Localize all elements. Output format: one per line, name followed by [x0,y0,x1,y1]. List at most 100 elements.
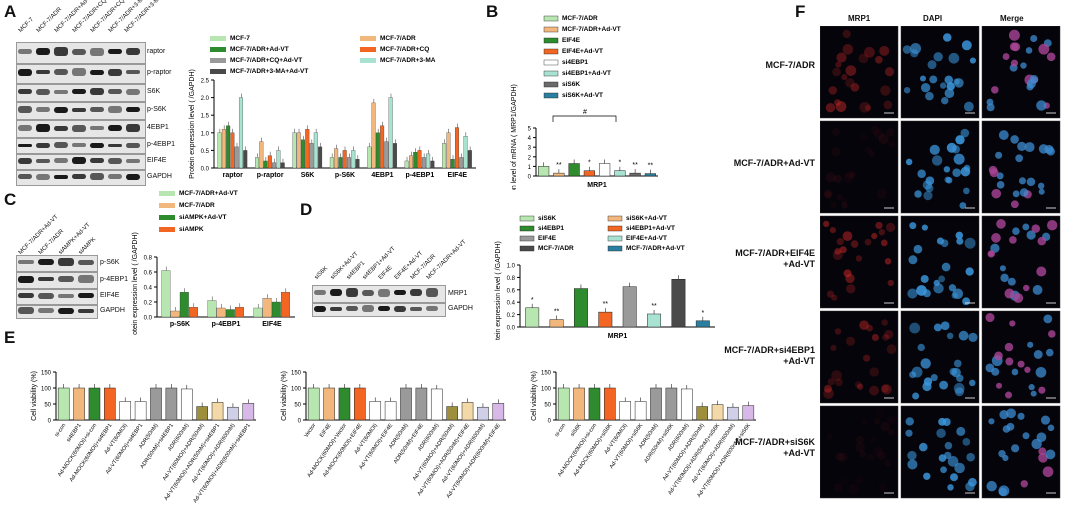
cell-nucleus [995,151,1003,159]
legend-label: EIF4E [562,37,581,44]
cell-nucleus [902,45,912,54]
panel-letter-a: A [4,2,17,21]
blot-d-label-gapdh: GAPDH [448,305,473,312]
cell-nucleus [905,417,914,426]
bar [267,155,272,169]
cell-nucleus [830,344,837,351]
cell-nucleus [856,383,864,390]
cell-nucleus [938,417,947,426]
cell-nucleus [843,172,855,184]
blot-band [72,124,86,132]
micro-row-2: MCF-7/ADR+EIF4E +Ad-VT [735,248,815,269]
blot-band [18,89,32,94]
cell-nucleus [1024,366,1031,373]
bar [549,319,564,328]
blot-band [426,306,438,311]
blot-band [54,47,68,56]
blot-band [90,47,104,56]
cell-nucleus [886,128,895,137]
cell-nucleus [966,452,975,462]
cell-nucleus [1046,52,1056,62]
bar [492,403,505,421]
bar [629,172,641,177]
cell-nucleus [941,96,949,105]
y-tick-label: 0 [528,175,532,181]
blot-band [126,173,140,180]
y-tick-label: 0.2 [144,301,153,307]
legend-swatch [543,92,559,99]
bar [226,125,231,169]
cell-nucleus [845,336,856,346]
legend-label: siAMPK+Ad-VT [179,214,227,221]
panel-letter-f: F [795,2,806,21]
bar [430,388,443,421]
cell-nucleus [831,147,841,157]
bar [392,143,397,169]
blot-band [18,293,34,298]
bar [644,173,656,177]
cell-nucleus [996,172,1004,180]
bar [421,157,426,169]
cell-nucleus [834,99,841,106]
blot-band [18,68,32,76]
cell-nucleus [919,75,927,82]
cell-nucleus [1020,62,1027,69]
cell-nucleus [1017,412,1025,420]
cell-nucleus [1026,79,1036,89]
cell-nucleus [1035,366,1047,378]
blot-c-row-p-4ebp1 [16,272,98,289]
bar [619,401,632,421]
blot-band [90,107,104,112]
bar [742,405,755,421]
bar [355,159,360,169]
bar [598,311,613,328]
x-axis-title: MRP1 [587,182,607,189]
cell-nucleus [959,202,967,209]
bar [150,387,162,421]
cell-nucleus [828,86,838,95]
cell-nucleus [999,410,1009,420]
significance-label: ** [651,303,657,310]
legend-swatch [519,215,535,222]
blot-band [394,290,406,295]
legend-swatch [210,47,226,52]
cell-nucleus [1004,342,1014,352]
cell-nucleus [962,297,971,306]
bar [243,150,248,169]
cell-nucleus [841,74,848,81]
bar [272,162,277,169]
cell-nucleus [878,229,886,236]
cell-nucleus [994,351,1003,361]
legend-label: MCF-7/ADR+CQ+Ad-VT [230,57,302,64]
cell-nucleus [1010,135,1019,144]
bar [161,270,171,318]
cell-nucleus [998,130,1009,140]
blot-band [72,143,86,147]
cell-nucleus [878,133,889,145]
cell-nucleus [823,189,833,199]
cell-nucleus [867,453,875,461]
bar [588,387,601,421]
blot-band [90,69,104,75]
cell-nucleus [991,86,999,94]
cell-nucleus [1011,368,1019,376]
legend-label: EIF4E [538,235,557,242]
x-tick-label: si-con [54,423,67,438]
bar [622,286,637,328]
cell-nucleus [826,290,835,298]
cell-nucleus [965,267,974,276]
cell-nucleus [880,384,889,393]
cell-nucleus [1038,43,1050,55]
bar [57,387,70,421]
cell-nucleus [903,86,911,94]
bar [634,401,647,421]
legend-swatch [607,245,623,252]
x-tick-label: p-4EBP1 [405,172,434,179]
cell-nucleus [887,415,896,425]
cell-nucleus [956,237,964,245]
chart-c: 0.0 0.2 0.4 0.6 0.8 Protein expression level … [132,190,295,335]
cell-nucleus [1037,236,1047,246]
blot-band [126,124,140,132]
y-axis-title: Expression level of mRNA ( MRP1/GAPDH) [511,84,518,190]
cell-nucleus [874,409,883,418]
